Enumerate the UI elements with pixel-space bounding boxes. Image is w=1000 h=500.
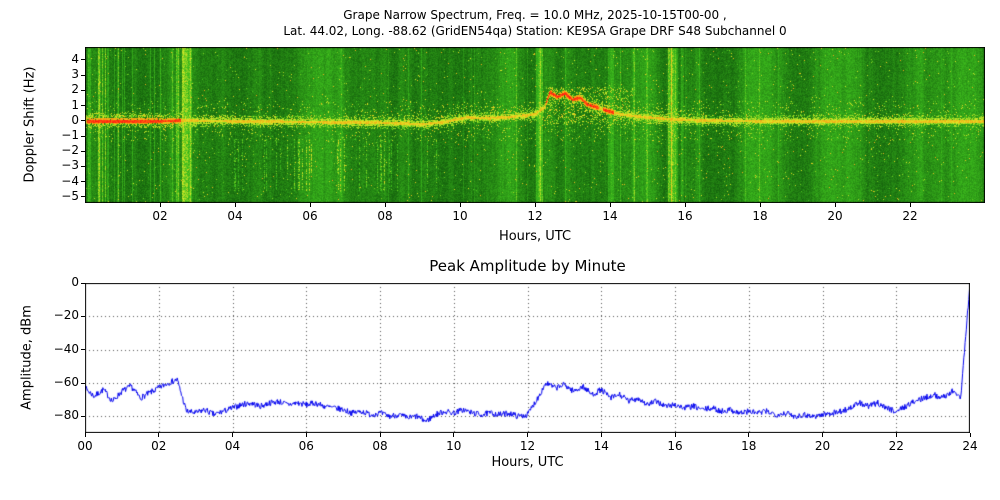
y-tick-mark — [81, 196, 85, 198]
x-tick-label: 16 — [667, 439, 683, 453]
x-tick-mark — [234, 203, 236, 207]
y-tick-label: 2 — [71, 82, 79, 97]
x-tick-mark — [305, 433, 307, 437]
x-tick-mark — [748, 433, 750, 437]
x-tick-label: 22 — [902, 209, 918, 223]
amplitude-plot — [85, 283, 970, 433]
x-tick-mark — [384, 203, 386, 207]
x-tick-label: 10 — [446, 439, 462, 453]
x-tick-label: 14 — [602, 209, 618, 223]
x-tick-mark — [834, 203, 836, 207]
amplitude-title: Peak Amplitude by Minute — [429, 257, 626, 275]
x-tick-label: 20 — [827, 209, 843, 223]
y-tick-label: −40 — [53, 341, 79, 356]
x-tick-label: 22 — [888, 439, 904, 453]
y-tick-label: 1 — [71, 97, 79, 112]
amplitude-ylabel: Amplitude, dBm — [19, 305, 35, 410]
x-tick-mark — [453, 433, 455, 437]
x-tick-mark — [309, 203, 311, 207]
y-tick-mark — [81, 282, 85, 284]
x-tick-label: 10 — [452, 209, 468, 223]
x-tick-label: 18 — [752, 209, 768, 223]
x-tick-mark — [379, 433, 381, 437]
y-tick-mark — [81, 59, 85, 61]
spectrogram-title-line1: Grape Narrow Spectrum, Freq. = 10.0 MHz,… — [343, 8, 727, 22]
y-tick-label: −60 — [53, 375, 79, 389]
y-tick-label: −1 — [61, 128, 79, 143]
x-tick-label: 04 — [224, 439, 241, 453]
x-tick-label: 18 — [741, 439, 757, 453]
x-tick-mark — [232, 433, 233, 437]
y-tick-mark — [81, 150, 85, 152]
y-tick-mark — [81, 105, 85, 107]
y-tick-mark — [81, 315, 85, 317]
x-tick-label: 06 — [302, 209, 318, 223]
x-tick-label: 20 — [814, 439, 831, 453]
spectrogram-plot — [85, 47, 985, 203]
spectrogram-title-line2: Lat. 44.02, Long. -88.62 (GridEN54qa) St… — [283, 24, 787, 38]
x-tick-mark — [158, 433, 160, 437]
spectrogram-xlabel: Hours, UTC — [498, 229, 572, 244]
x-tick-mark — [895, 433, 897, 437]
y-tick-label: −3 — [61, 158, 79, 173]
y-tick-mark — [81, 181, 85, 183]
y-tick-mark — [81, 165, 85, 167]
y-tick-label: 0 — [71, 275, 79, 289]
x-tick-label: 00 — [77, 439, 93, 453]
x-tick-label: 24 — [962, 439, 978, 453]
x-tick-mark — [684, 203, 686, 207]
y-tick-label: 3 — [71, 67, 79, 82]
y-tick-label: 0 — [71, 112, 79, 127]
amplitude-xlabel: Hours, UTC — [491, 455, 564, 470]
x-tick-mark — [759, 203, 761, 207]
x-tick-label: 02 — [151, 439, 167, 453]
y-tick-mark — [81, 120, 85, 122]
x-tick-mark — [534, 203, 536, 207]
y-tick-mark — [81, 415, 85, 417]
y-tick-label: −80 — [53, 408, 79, 423]
y-tick-mark — [81, 349, 85, 351]
x-tick-label: 08 — [372, 439, 388, 453]
x-tick-label: 16 — [677, 209, 693, 223]
x-tick-label: 02 — [152, 209, 168, 223]
y-tick-label: −5 — [61, 188, 79, 203]
y-tick-label: −4 — [61, 173, 79, 188]
y-tick-label: 4 — [71, 51, 79, 66]
x-tick-mark — [674, 433, 676, 437]
x-tick-mark — [822, 433, 823, 437]
y-tick-mark — [81, 89, 85, 91]
x-tick-label: 14 — [593, 439, 609, 453]
y-tick-mark — [81, 135, 85, 137]
x-tick-mark — [459, 203, 461, 207]
x-tick-mark — [527, 433, 528, 437]
spectrogram-ylabel: Doppler Shift (Hz) — [22, 66, 38, 183]
y-tick-label: −20 — [53, 308, 79, 323]
x-tick-label: 04 — [227, 209, 243, 223]
x-tick-label: 08 — [377, 209, 393, 223]
x-tick-label: 06 — [298, 439, 314, 453]
x-tick-label: 12 — [527, 209, 543, 223]
x-tick-label: 12 — [519, 439, 536, 453]
x-tick-mark — [969, 433, 971, 437]
y-tick-label: −2 — [61, 143, 79, 158]
x-tick-mark — [84, 433, 86, 437]
y-tick-mark — [81, 382, 85, 384]
x-tick-mark — [159, 203, 161, 207]
x-tick-mark — [600, 433, 602, 437]
y-tick-mark — [81, 74, 85, 76]
x-tick-mark — [609, 203, 611, 207]
x-tick-mark — [909, 203, 911, 207]
